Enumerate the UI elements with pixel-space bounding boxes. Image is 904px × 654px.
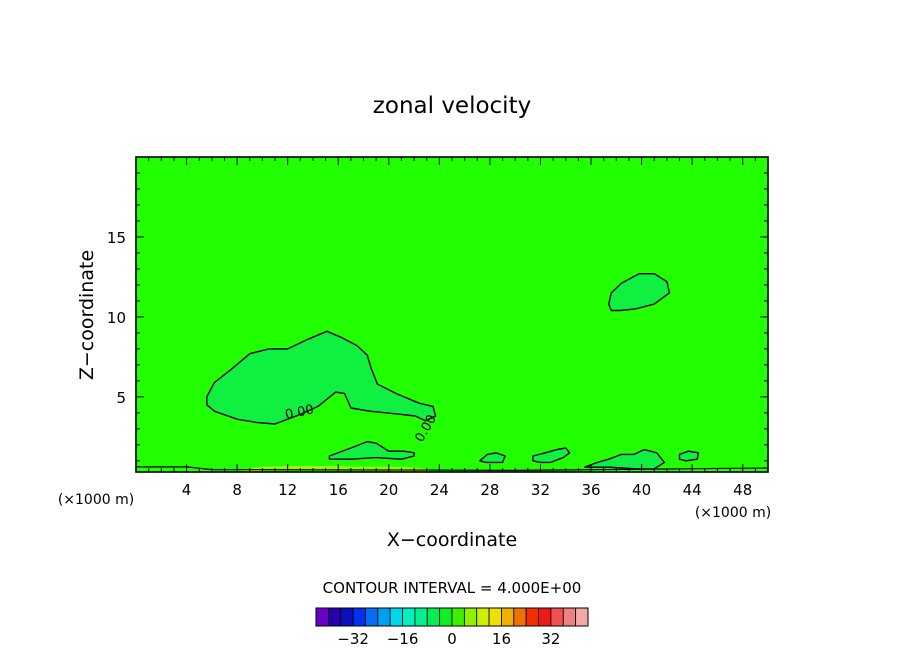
colorbar-swatch	[550, 607, 564, 627]
contour-region-ridge-38	[584, 448, 666, 470]
contour-region-west	[206, 330, 437, 425]
colorbar-tick-label: −32	[337, 630, 369, 648]
colorbar-swatch	[525, 607, 539, 627]
x-tick-label: 40	[632, 481, 651, 499]
x-unit-left: (×1000 m)	[58, 492, 134, 508]
colorbar-swatch	[488, 607, 502, 627]
x-axis-label: X−coordinate	[387, 529, 517, 551]
contour-region-low-ridge	[328, 440, 415, 460]
colorbar-tick-label: −16	[387, 630, 419, 648]
x-tick-label: 28	[480, 481, 499, 499]
colorbar-swatch	[365, 607, 379, 627]
x-tick-label: 24	[430, 481, 449, 499]
plot-background	[136, 157, 768, 472]
y-tick-label: 10	[107, 309, 126, 327]
x-tick-label: 48	[733, 481, 752, 499]
colorbar-swatch	[389, 607, 403, 627]
contour-region-east-upper	[608, 273, 671, 312]
colorbar-frame	[315, 607, 589, 627]
colorbar-swatch	[451, 607, 465, 627]
colorbar-swatch	[439, 607, 453, 627]
colorbar-swatch	[476, 607, 490, 627]
contour-region-small-44	[678, 450, 700, 462]
x-tick-label: 16	[329, 481, 348, 499]
y-tick-label: 15	[107, 229, 126, 247]
colorbar-swatch	[575, 607, 589, 627]
colorbar-swatch	[414, 607, 428, 627]
colorbar-swatch	[377, 607, 391, 627]
chart-title: zonal velocity	[373, 93, 531, 119]
x-tick-label: 20	[379, 481, 398, 499]
colorbar-swatch	[352, 607, 366, 627]
x-tick-label: 12	[278, 481, 297, 499]
colorbar-swatch	[426, 607, 441, 627]
y-tick-label: 5	[116, 389, 126, 407]
x-tick-label: 8	[232, 481, 242, 499]
colorbar-tick-label: 0	[447, 630, 457, 648]
colorbar-swatch	[315, 607, 329, 627]
colorbar-swatch	[340, 607, 354, 627]
colorbar-tick-label: 32	[541, 630, 560, 648]
x-tick-label: 4	[182, 481, 192, 499]
contour-region-ridge-32	[532, 447, 571, 464]
contour-region-small-28	[479, 452, 506, 464]
x-tick-label: 44	[683, 481, 702, 499]
y-axis-label: Z−coordinate	[76, 250, 98, 380]
colorbar-swatch	[562, 607, 577, 627]
x-unit-right: (×1000 m)	[695, 505, 771, 521]
colorbar-swatch	[538, 607, 552, 627]
colorbar-swatch	[513, 607, 527, 627]
colorbar-swatch	[463, 607, 478, 627]
colorbar-swatch	[327, 607, 342, 627]
contour-interval-text: CONTOUR INTERVAL = 4.000E+00	[323, 579, 582, 597]
colorbar-swatch	[501, 607, 515, 627]
contour-label-0: 0.00	[284, 402, 315, 423]
colorbar-swatch	[402, 607, 416, 627]
x-tick-label: 36	[581, 481, 600, 499]
colorbar: −32 −16 0 16 32	[315, 607, 589, 648]
x-tick-label: 32	[531, 481, 550, 499]
colorbar-tick-label: 16	[492, 630, 511, 648]
